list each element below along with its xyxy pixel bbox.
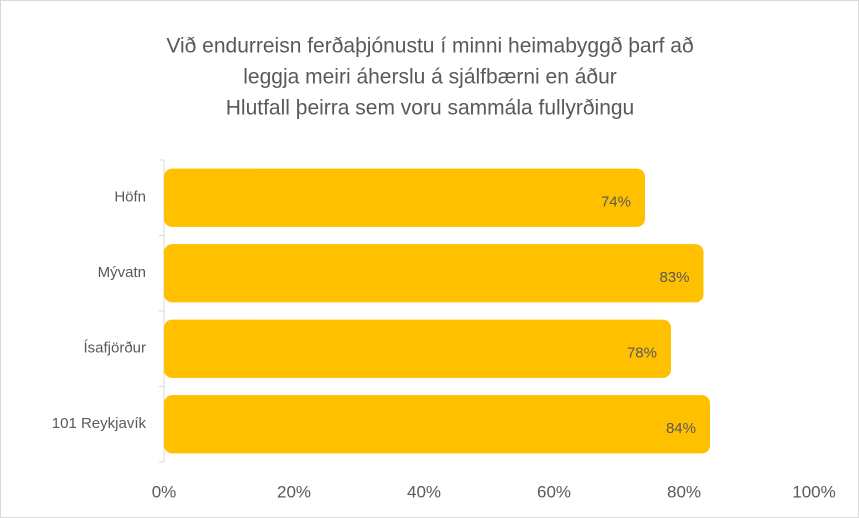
x-tick-label: 20% bbox=[277, 482, 311, 501]
bar bbox=[164, 319, 671, 378]
chart-subtitle: Hlutfall þeirra sem voru sammála fullyrð… bbox=[226, 97, 635, 120]
bar bbox=[164, 168, 645, 227]
x-tick-label: 60% bbox=[537, 482, 571, 501]
y-tick-label: 101 Reykjavík bbox=[52, 415, 147, 432]
chart-title-line: leggja meiri áherslu á sjálfbærni en áðu… bbox=[243, 66, 617, 89]
value-label: 84% bbox=[666, 420, 696, 437]
x-tick-label: 100% bbox=[792, 482, 835, 501]
y-tick-label: Ísafjörður bbox=[83, 340, 146, 357]
value-label: 83% bbox=[659, 269, 689, 286]
value-label: 74% bbox=[601, 194, 631, 211]
x-tick-label: 80% bbox=[667, 482, 701, 501]
y-tick-label: Mývatn bbox=[98, 264, 146, 281]
chart-title-line: Við endurreisn ferðaþjónustu í minni hei… bbox=[166, 35, 693, 58]
x-tick-label: 40% bbox=[407, 482, 441, 501]
bar bbox=[164, 395, 710, 454]
x-tick-label: 0% bbox=[152, 482, 177, 501]
y-tick-label: Höfn bbox=[114, 189, 146, 206]
bar bbox=[164, 244, 704, 303]
value-label: 78% bbox=[627, 345, 657, 362]
